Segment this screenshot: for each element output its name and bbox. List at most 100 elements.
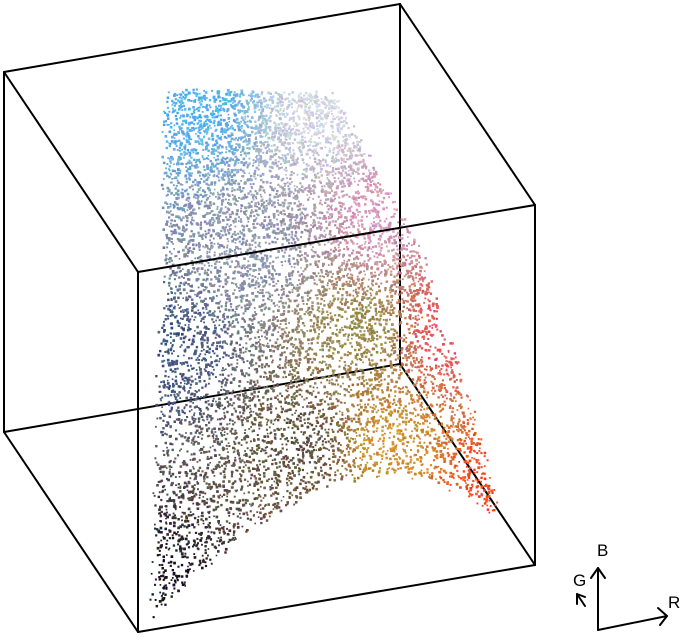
color-point bbox=[259, 140, 262, 144]
color-point bbox=[179, 281, 182, 285]
color-point bbox=[338, 249, 341, 252]
cube-edge bbox=[3, 431, 139, 633]
color-point bbox=[259, 193, 262, 196]
color-point bbox=[299, 308, 302, 311]
color-point bbox=[293, 379, 296, 381]
color-point bbox=[189, 405, 192, 408]
color-point bbox=[382, 407, 385, 410]
color-point bbox=[212, 495, 216, 498]
color-point bbox=[218, 540, 221, 543]
color-point bbox=[458, 418, 461, 421]
color-point bbox=[179, 305, 182, 308]
color-point bbox=[418, 369, 421, 372]
color-point bbox=[321, 117, 324, 121]
color-point bbox=[321, 360, 324, 363]
color-point bbox=[410, 295, 413, 298]
color-point bbox=[391, 299, 394, 301]
color-point bbox=[301, 131, 304, 134]
color-point bbox=[476, 502, 479, 505]
color-point bbox=[295, 326, 298, 329]
color-point bbox=[347, 385, 351, 388]
color-point bbox=[423, 270, 426, 272]
color-point bbox=[344, 142, 347, 145]
color-point bbox=[228, 529, 232, 533]
color-point bbox=[315, 317, 318, 320]
color-point bbox=[220, 389, 222, 392]
color-point bbox=[250, 337, 252, 340]
color-point bbox=[190, 357, 193, 360]
color-point bbox=[254, 137, 258, 141]
color-point bbox=[199, 410, 202, 413]
color-point bbox=[176, 215, 180, 219]
color-point bbox=[286, 181, 289, 184]
color-point bbox=[349, 469, 353, 473]
color-point bbox=[389, 431, 392, 434]
color-point bbox=[181, 229, 184, 232]
color-point bbox=[233, 395, 237, 398]
color-point bbox=[344, 420, 348, 424]
color-point bbox=[178, 284, 181, 288]
color-point bbox=[255, 148, 258, 151]
color-point bbox=[422, 413, 424, 416]
color-point bbox=[252, 164, 254, 167]
color-point bbox=[294, 194, 298, 198]
color-point bbox=[475, 486, 479, 489]
color-point bbox=[465, 431, 468, 435]
color-point bbox=[212, 284, 215, 288]
color-point bbox=[223, 448, 226, 450]
color-point bbox=[288, 421, 292, 424]
color-point bbox=[413, 347, 416, 350]
color-point bbox=[266, 132, 269, 135]
color-point bbox=[219, 472, 222, 475]
color-point bbox=[211, 132, 214, 135]
color-point bbox=[166, 446, 168, 449]
color-point bbox=[216, 213, 219, 216]
color-point bbox=[254, 347, 258, 350]
color-point bbox=[349, 342, 352, 345]
color-point bbox=[268, 107, 271, 110]
color-point bbox=[175, 335, 178, 337]
color-point bbox=[224, 183, 227, 186]
color-point bbox=[217, 438, 220, 440]
color-point bbox=[342, 125, 345, 128]
color-point bbox=[381, 391, 384, 394]
color-point bbox=[173, 401, 176, 405]
color-point bbox=[200, 515, 203, 517]
color-point bbox=[421, 446, 424, 449]
color-point bbox=[311, 211, 314, 214]
color-point bbox=[321, 234, 324, 237]
color-point bbox=[276, 316, 278, 318]
color-point bbox=[330, 208, 333, 211]
color-point bbox=[304, 175, 307, 178]
color-point bbox=[425, 331, 428, 334]
color-point bbox=[182, 311, 185, 314]
color-point bbox=[164, 432, 167, 435]
color-point bbox=[175, 223, 179, 226]
color-point bbox=[227, 100, 230, 103]
color-point bbox=[294, 489, 297, 492]
color-point bbox=[246, 514, 249, 516]
color-point bbox=[241, 297, 244, 300]
color-point bbox=[402, 244, 405, 247]
color-point bbox=[172, 584, 175, 587]
color-point bbox=[304, 422, 306, 425]
color-point bbox=[175, 437, 178, 441]
color-point bbox=[449, 475, 451, 478]
color-point bbox=[284, 332, 287, 334]
color-point bbox=[212, 397, 215, 400]
color-point bbox=[162, 324, 166, 327]
color-point bbox=[471, 427, 474, 431]
color-point bbox=[258, 95, 261, 98]
color-point bbox=[255, 412, 258, 415]
color-point bbox=[283, 428, 286, 431]
color-point bbox=[221, 252, 224, 255]
color-point bbox=[310, 248, 313, 251]
color-point bbox=[280, 289, 283, 291]
color-point bbox=[241, 406, 244, 409]
color-point bbox=[199, 371, 203, 374]
color-point bbox=[177, 168, 180, 171]
color-point bbox=[196, 543, 199, 546]
color-point bbox=[254, 275, 257, 278]
color-point bbox=[322, 235, 325, 238]
color-point bbox=[162, 431, 164, 433]
